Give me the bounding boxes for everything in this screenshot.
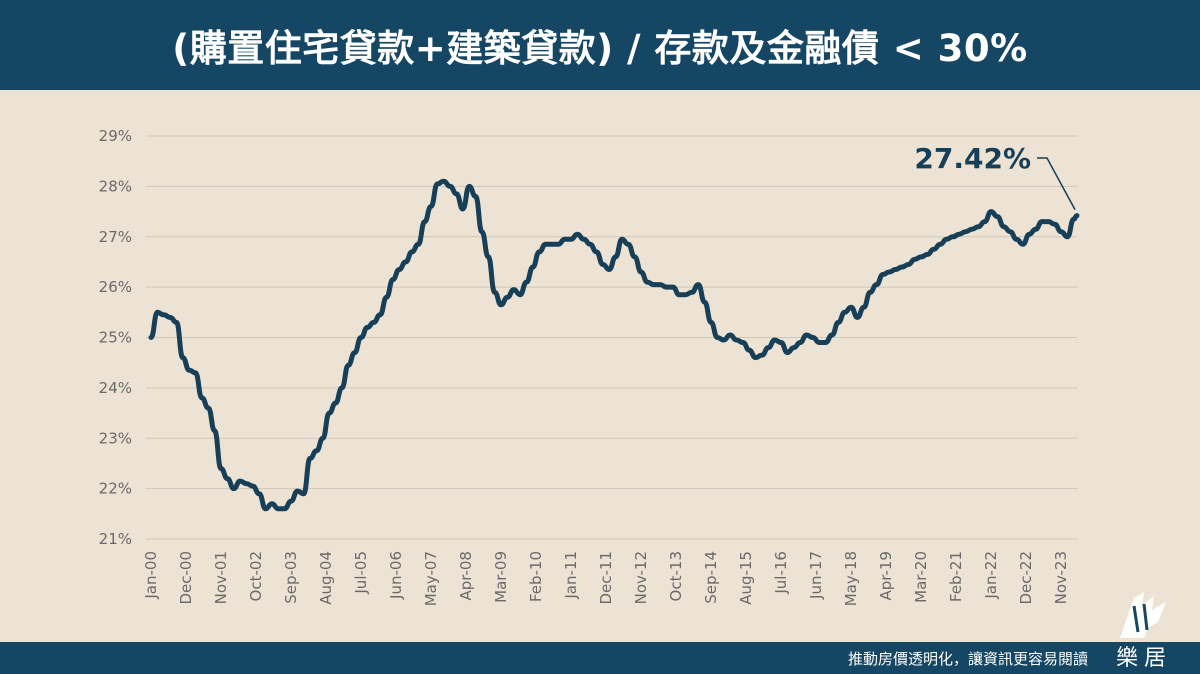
x-tick-label: Mar-09 (492, 551, 510, 603)
x-tick-label: Dec-22 (1017, 551, 1035, 605)
y-tick-label: 21% (99, 530, 132, 548)
brand-logo: 樂居 (1102, 588, 1186, 671)
x-tick-label: Aug-15 (737, 551, 755, 605)
y-tick-label: 26% (99, 278, 132, 296)
x-tick-label: May-18 (842, 551, 860, 606)
y-tick-label: 24% (99, 379, 132, 397)
x-tick-label: Jun-06 (387, 551, 405, 600)
x-tick-label: Oct-13 (667, 551, 685, 601)
line-chart: 21% 22% 23% 24% 25% 26% 27% 28% 29% Jan-00 Dec-00 N… (99, 127, 1080, 606)
annotation-label: 27.42% (914, 142, 1031, 175)
annotation-leader (1037, 157, 1076, 210)
y-tick-label: 22% (99, 480, 132, 498)
x-tick-label: Nov-12 (632, 551, 650, 604)
x-tick-label: Jan-00 (142, 551, 160, 600)
y-tick-label: 27% (99, 228, 132, 246)
x-tick-label: May-07 (422, 551, 440, 606)
x-tick-label: Jul-16 (772, 551, 790, 595)
y-tick-label: 23% (99, 429, 132, 447)
x-tick-label: Nov-01 (212, 551, 230, 604)
footer-bar: 推動房價透明化，讓資訊更容易閱讀 (0, 642, 1200, 674)
x-tick-label: Dec-00 (177, 551, 195, 605)
x-tick-label: Oct-02 (247, 551, 265, 601)
x-tick-label: Sep-03 (282, 551, 300, 604)
x-tick-label: Nov-23 (1052, 551, 1070, 604)
x-tick-label: Apr-08 (457, 551, 475, 601)
x-tick-label: Jan-11 (562, 551, 580, 600)
footer-slogan: 推動房價透明化，讓資訊更容易閱讀 (847, 650, 1088, 668)
x-tick-label: Mar-20 (912, 551, 930, 603)
title-banner: (購置住宅貸款+建築貸款) / 存款及金融債 < 30% (0, 0, 1200, 90)
x-tick-label: Sep-14 (702, 551, 720, 604)
house-logo-icon (1120, 592, 1166, 638)
y-tick-label: 25% (99, 329, 132, 347)
page-title: (購置住宅貸款+建築貸款) / 存款及金融債 < 30% (172, 27, 1028, 70)
x-tick-label: Jan-22 (982, 551, 1000, 600)
chart-area: 21% 22% 23% 24% 25% 26% 27% 28% 29% Jan-00 Dec-00 N… (0, 90, 1200, 642)
x-tick-label: Jul-05 (352, 551, 370, 595)
x-tick-label: Jun-17 (807, 551, 825, 600)
y-tick-label: 28% (99, 177, 132, 195)
logo-text: 樂居 (1115, 646, 1172, 671)
x-tick-label: Feb-10 (527, 551, 545, 602)
x-tick-label: Feb-21 (947, 551, 965, 602)
x-tick-label: Apr-19 (877, 551, 895, 601)
y-tick-label: 29% (99, 127, 132, 145)
x-tick-label: Dec-11 (597, 551, 615, 605)
series-line (148, 178, 1080, 512)
x-tick-label: Aug-04 (317, 551, 335, 605)
